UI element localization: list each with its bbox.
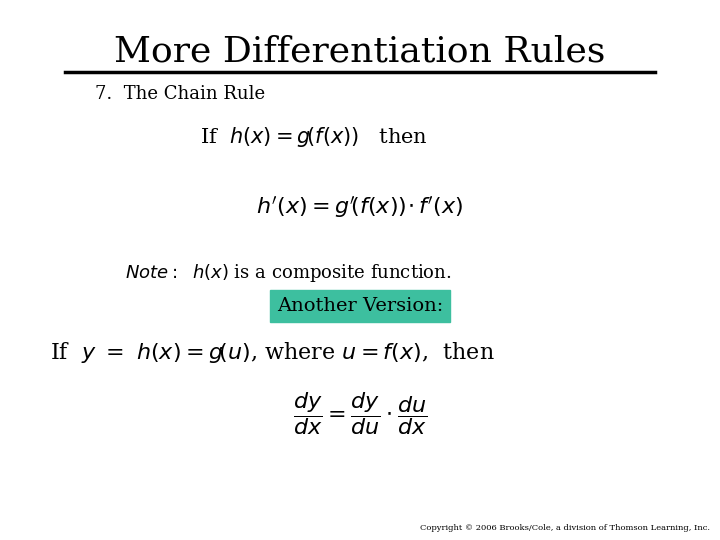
Text: $h'(x) = g'\!\left(f(x)\right)\!\cdot f'(x)$: $h'(x) = g'\!\left(f(x)\right)\!\cdot f'… bbox=[256, 195, 464, 220]
Text: $\mathit{Note:}$  $h(x)$ is a composite function.: $\mathit{Note:}$ $h(x)$ is a composite f… bbox=[125, 262, 451, 284]
Text: If  $y\ =\ h(x) = g\!\left(u\right)$, where $u = f(x)$,  then: If $y\ =\ h(x) = g\!\left(u\right)$, whe… bbox=[50, 340, 495, 365]
Text: $\dfrac{dy}{dx} = \dfrac{dy}{du} \cdot \dfrac{du}{dx}$: $\dfrac{dy}{dx} = \dfrac{dy}{du} \cdot \… bbox=[293, 390, 427, 437]
Text: Copyright © 2006 Brooks/Cole, a division of Thomson Learning, Inc.: Copyright © 2006 Brooks/Cole, a division… bbox=[420, 524, 710, 532]
Text: 7.  The Chain Rule: 7. The Chain Rule bbox=[95, 85, 265, 103]
Text: More Differentiation Rules: More Differentiation Rules bbox=[114, 35, 606, 69]
Text: Another Version:: Another Version: bbox=[277, 297, 443, 315]
Text: If  $h(x) = g\!\left(f(x)\right)$   then: If $h(x) = g\!\left(f(x)\right)$ then bbox=[200, 125, 428, 149]
